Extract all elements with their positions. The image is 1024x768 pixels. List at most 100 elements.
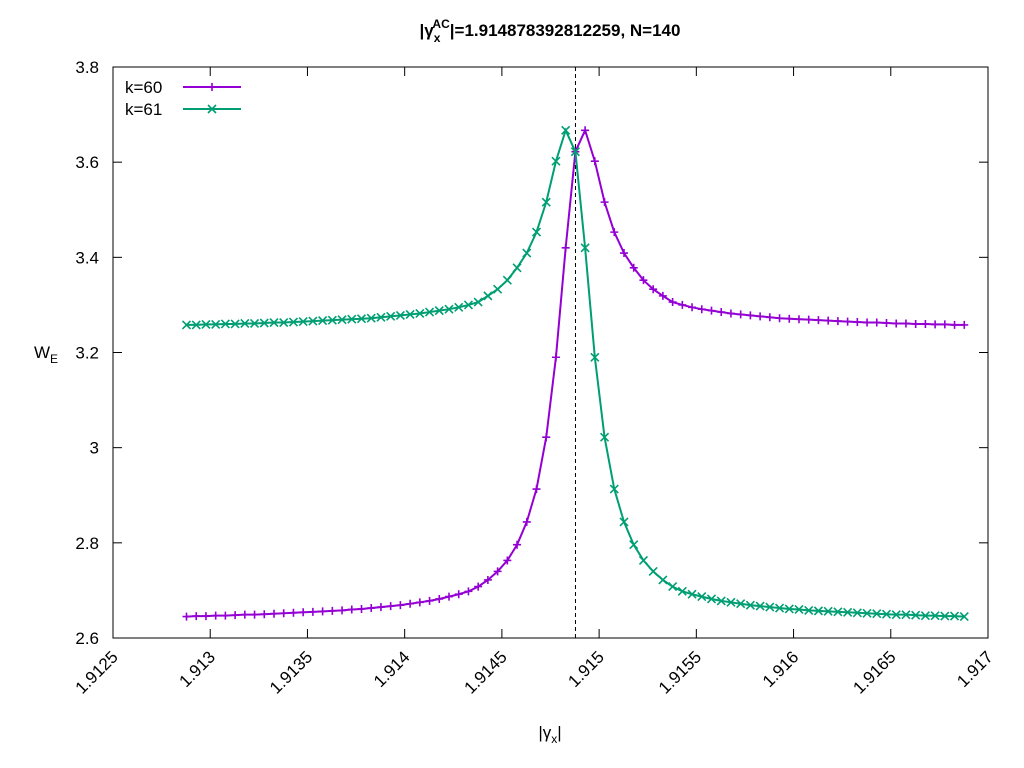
data-point: [269, 317, 279, 328]
data-point: [833, 607, 843, 617]
x-tick-label: 1.9155: [655, 647, 705, 697]
data-point: [940, 320, 949, 329]
data-point: [658, 291, 667, 300]
data-point: [386, 602, 395, 611]
data-point: [513, 540, 522, 549]
data-point: [736, 310, 745, 319]
x-tick-label: 1.9125: [72, 647, 122, 697]
data-point: [960, 320, 969, 329]
data-point: [454, 590, 463, 599]
y-tick-label: 3.4: [75, 248, 99, 267]
data-point: [814, 316, 823, 325]
y-tick-label: 2.6: [75, 629, 99, 648]
data-point: [220, 319, 230, 329]
data-point: [901, 319, 910, 328]
legend-label: k=61: [125, 100, 162, 119]
data-point: [639, 276, 648, 285]
data-point: [775, 314, 784, 323]
data-point: [181, 320, 192, 330]
data-point: [541, 197, 551, 207]
data-point: [289, 608, 298, 617]
data-point: [308, 607, 317, 616]
data-point: [376, 603, 385, 612]
data-point: [931, 320, 940, 329]
data-point: [590, 352, 600, 362]
data-point: [347, 314, 357, 324]
data-point: [580, 243, 590, 253]
data-point: [892, 319, 901, 328]
data-point: [629, 540, 639, 550]
data-point: [483, 575, 492, 584]
data-point: [600, 198, 609, 207]
data-point: [784, 604, 794, 614]
data-point: [804, 315, 813, 324]
data-point: [745, 600, 755, 610]
data-point: [853, 318, 862, 327]
data-point: [191, 320, 201, 330]
data-point: [356, 314, 367, 324]
data-point: [483, 291, 493, 301]
data-point: [843, 317, 852, 326]
data-point: [201, 319, 211, 329]
data-point: [406, 599, 415, 608]
data-point: [503, 556, 512, 565]
data-point: [376, 312, 386, 322]
plot-border: [112, 66, 989, 639]
y-tick-label: 3: [90, 439, 99, 458]
data-point: [454, 302, 464, 312]
data-point: [706, 594, 717, 604]
data-point: [424, 307, 435, 317]
data-point: [581, 126, 590, 135]
data-point: [785, 314, 794, 323]
data-point: [697, 305, 706, 314]
data-point: [201, 612, 210, 621]
data-point: [843, 607, 853, 617]
data-point: [959, 612, 969, 622]
data-point: [347, 605, 356, 614]
data-point: [930, 611, 940, 621]
data-point: [833, 317, 842, 326]
data-point: [551, 353, 560, 362]
data-point: [445, 592, 453, 601]
data-point: [386, 311, 396, 321]
data-point: [542, 433, 551, 442]
data-point: [230, 319, 240, 329]
data-point: [396, 601, 405, 610]
data-point: [863, 318, 872, 327]
data-point: [435, 594, 444, 603]
data-point: [240, 610, 249, 619]
data-point: [668, 298, 677, 307]
data-point: [318, 607, 327, 616]
x-tick-label: 1.915: [564, 647, 608, 691]
legend-label: k=60: [125, 78, 162, 97]
data-point: [464, 587, 473, 596]
data-point: [532, 485, 541, 494]
data-point: [881, 609, 892, 619]
data-point: [756, 312, 765, 321]
data-point: [852, 608, 862, 618]
data-point: [795, 315, 803, 324]
y-tick-label: 3.2: [75, 344, 99, 363]
data-point: [279, 317, 289, 328]
data-point: [522, 248, 532, 258]
y-tick-label: 3.6: [75, 153, 99, 172]
data-point: [620, 249, 628, 258]
data-point: [551, 156, 561, 166]
data-point: [288, 317, 299, 327]
data-point: [473, 297, 483, 307]
x-tick-label: 1.916: [759, 647, 803, 691]
data-point: [891, 610, 901, 620]
x-tick-label: 1.917: [953, 647, 997, 691]
data-point: [405, 309, 415, 319]
data-point: [531, 227, 542, 237]
data-point: [260, 610, 269, 619]
data-point: [474, 582, 483, 591]
x-tick-label: 1.9165: [849, 647, 899, 697]
data-point: [512, 263, 522, 273]
data-point: [746, 311, 755, 320]
data-point: [794, 604, 804, 615]
data-point: [366, 313, 376, 323]
legend-marker: [207, 104, 217, 114]
y-tick-label: 3.8: [75, 58, 99, 77]
data-point: [726, 309, 735, 318]
